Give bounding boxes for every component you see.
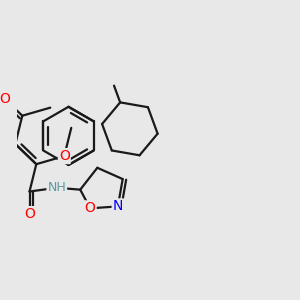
Text: O: O: [24, 207, 35, 221]
Text: N: N: [113, 200, 123, 213]
Text: NH: NH: [47, 181, 66, 194]
Text: O: O: [59, 149, 70, 163]
Text: O: O: [0, 92, 10, 106]
Text: O: O: [85, 201, 96, 215]
